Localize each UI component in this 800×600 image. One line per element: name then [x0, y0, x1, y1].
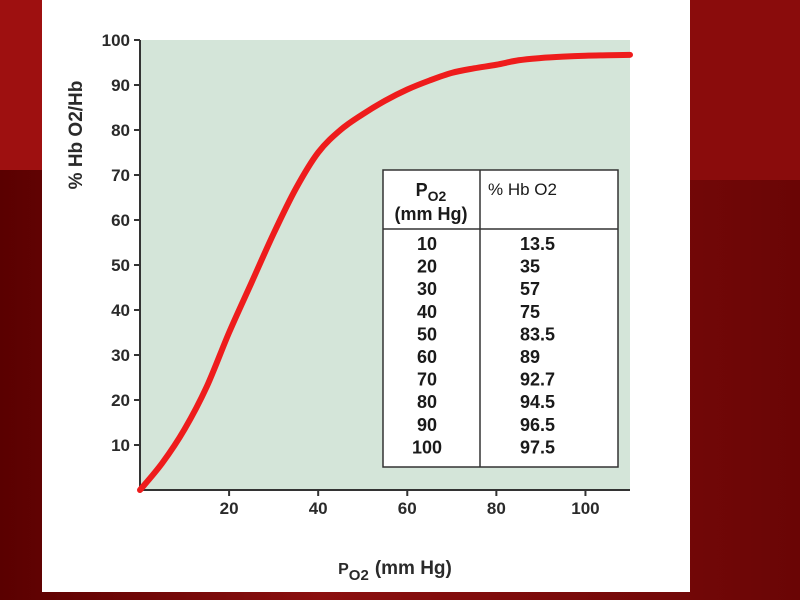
- table-cell-po2: 90: [417, 415, 437, 435]
- y-tick-label: 30: [111, 346, 130, 365]
- table-header-po2: PO2: [416, 180, 447, 204]
- x-tick-label: 80: [487, 499, 506, 518]
- table-header-po2-p: P: [416, 180, 428, 200]
- data-table: PO2 (mm Hg) % Hb O2 10 13.5 20 35 30 57 40 75 50…: [382, 169, 619, 468]
- x-axis-title-sub: O2: [349, 567, 369, 584]
- y-axis-ticks: 10 20 30 40 50 60 70 80 90 100: [102, 31, 140, 455]
- table-cell-hbo2: 97.5: [520, 437, 555, 457]
- table-frame: [382, 169, 619, 468]
- table-rows: 10 13.5 20 35 30 57 40 75 50 83.5 60 89 70 92.7 80 94.5…: [412, 234, 555, 457]
- y-tick-label: 10: [111, 436, 130, 455]
- x-axis-ticks: 20 40 60 80 100: [220, 490, 600, 518]
- background-stripe-left: [0, 0, 42, 170]
- y-axis-title: % Hb O2/Hb: [66, 81, 87, 190]
- table-cell-hbo2: 57: [520, 279, 540, 299]
- x-axis-title: PO2 (mm Hg): [338, 558, 452, 584]
- x-tick-label: 20: [220, 499, 239, 518]
- table-cell-po2: 50: [417, 324, 437, 344]
- table-header-po2-sub: O2: [428, 188, 447, 204]
- y-tick-label: 50: [111, 256, 130, 275]
- x-axis-title-p: P: [338, 561, 349, 578]
- table-cell-po2: 70: [417, 370, 437, 390]
- x-tick-label: 60: [398, 499, 417, 518]
- table-cell-hbo2: 13.5: [520, 234, 555, 254]
- y-tick-label: 80: [111, 121, 130, 140]
- table-header-hbo2: % Hb O2: [488, 180, 557, 199]
- table-cell-hbo2: 75: [520, 302, 540, 322]
- table-cell-po2: 20: [417, 257, 437, 277]
- y-tick-label: 90: [111, 76, 130, 95]
- background-stripe-right: [690, 0, 800, 180]
- y-tick-label: 40: [111, 301, 130, 320]
- table-cell-po2: 80: [417, 392, 437, 412]
- table-cell-hbo2: 92.7: [520, 370, 555, 390]
- x-tick-label: 100: [571, 499, 599, 518]
- table-cell-po2: 40: [417, 302, 437, 322]
- saturation-curve: [137, 51, 633, 493]
- table-cell-hbo2: 35: [520, 257, 540, 277]
- table-cell-hbo2: 89: [520, 347, 540, 367]
- table-cell-hbo2: 94.5: [520, 392, 555, 412]
- x-tick-label: 40: [309, 499, 328, 518]
- y-tick-label: 60: [111, 211, 130, 230]
- y-tick-label: 20: [111, 391, 130, 410]
- table-cell-po2: 10: [417, 234, 437, 254]
- table-cell-po2: 100: [412, 437, 442, 457]
- y-tick-label: 70: [111, 166, 130, 185]
- table-cell-po2: 30: [417, 279, 437, 299]
- table-cell-hbo2: 96.5: [520, 415, 555, 435]
- y-tick-label: 100: [102, 31, 130, 50]
- x-axis-title-unit: (mm Hg): [375, 558, 452, 579]
- table-header-unit: (mm Hg): [395, 204, 468, 224]
- table-cell-hbo2: 83.5: [520, 324, 555, 344]
- table-cell-po2: 60: [417, 347, 437, 367]
